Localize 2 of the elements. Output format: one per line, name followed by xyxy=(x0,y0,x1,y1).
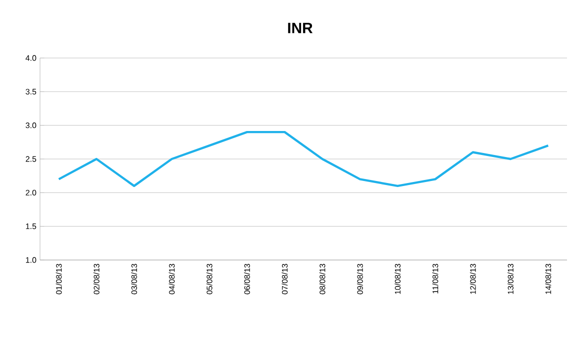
chart-title: INR xyxy=(288,22,313,34)
line-series xyxy=(58,130,550,188)
